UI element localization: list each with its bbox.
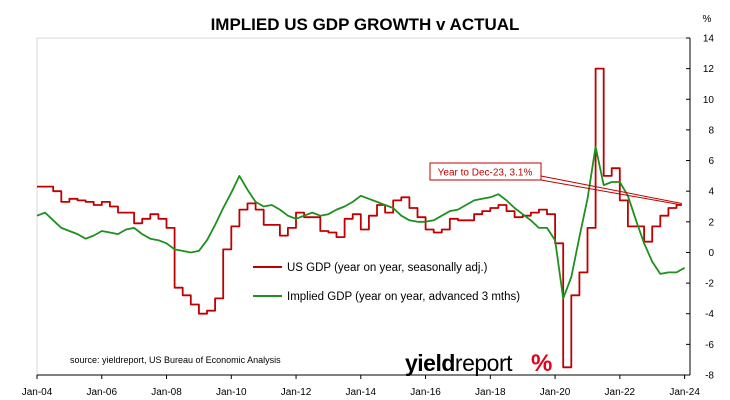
x-axis: Jan-04 Jan-06 Jan-08 Jan-10 Jan-12 Jan-14 Jan-…	[22, 374, 700, 398]
annotation-leader-line	[540, 175, 683, 204]
y-tick-label: 14	[703, 34, 715, 45]
plot-area	[36, 37, 691, 376]
x-tick-label: Jan-22	[605, 387, 636, 398]
y-tick-label: 6	[708, 156, 714, 167]
y-tick-label: 0	[708, 248, 714, 259]
annotation-box	[429, 162, 542, 181]
yieldreport-logo: yieldreport %	[405, 350, 552, 377]
logo-text-report: report	[455, 350, 513, 376]
annotation-leader-line	[540, 179, 682, 206]
x-tick-label: Jan-20	[540, 387, 571, 398]
legend: US GDP (year on year, seasonally adj.) I…	[253, 262, 520, 303]
x-tick-label: Jan-12	[281, 387, 312, 398]
x-tick-label: Jan-04	[22, 387, 53, 398]
y-tick-label: 12	[703, 64, 715, 75]
x-tick-label: Jan-10	[216, 387, 247, 398]
y-tick-label: -8	[705, 371, 714, 382]
y-tick-label: 8	[708, 125, 714, 136]
chart-title: IMPLIED US GDP GROWTH v ACTUAL	[211, 15, 520, 34]
source-note: source: yieldreport, US Bureau of Econom…	[70, 355, 281, 365]
y-axis: 14 12 10 8 6 4 2 0 -2 -4 -6 -8	[686, 34, 714, 382]
logo-percent-icon: %	[531, 350, 552, 377]
x-tick-label: Jan-08	[151, 387, 182, 398]
y-tick-label: -6	[705, 340, 714, 351]
series-line-implied-gdp	[36, 145, 686, 300]
x-tick-label: Jan-18	[475, 387, 506, 398]
y-tick-label: -4	[705, 309, 714, 320]
legend-label-us-gdp: US GDP (year on year, seasonally adj.)	[287, 262, 488, 274]
series-layer	[36, 67, 686, 369]
y-tick-label: 2	[708, 217, 714, 228]
y-axis-unit: %	[703, 14, 712, 25]
series-line-us-gdp	[37, 67, 682, 369]
svg-text:yieldreport: yieldreport	[405, 350, 513, 376]
y-tick-label: -2	[705, 279, 714, 290]
x-tick-label: Jan-06	[86, 387, 117, 398]
y-tick-label: 4	[708, 187, 714, 198]
logo-text-yield: yield	[405, 350, 455, 376]
legend-label-implied-gdp: Implied GDP (year on year, advanced 3 mt…	[287, 291, 520, 303]
x-tick-label: Jan-14	[346, 387, 377, 398]
x-tick-label: Jan-24	[669, 387, 700, 398]
x-tick-label: Jan-16	[410, 387, 441, 398]
y-tick-label: 10	[703, 95, 715, 106]
annotation-label: Year to Dec-23, 3.1%	[438, 168, 533, 179]
annotation: Year to Dec-23, 3.1%	[429, 162, 683, 206]
